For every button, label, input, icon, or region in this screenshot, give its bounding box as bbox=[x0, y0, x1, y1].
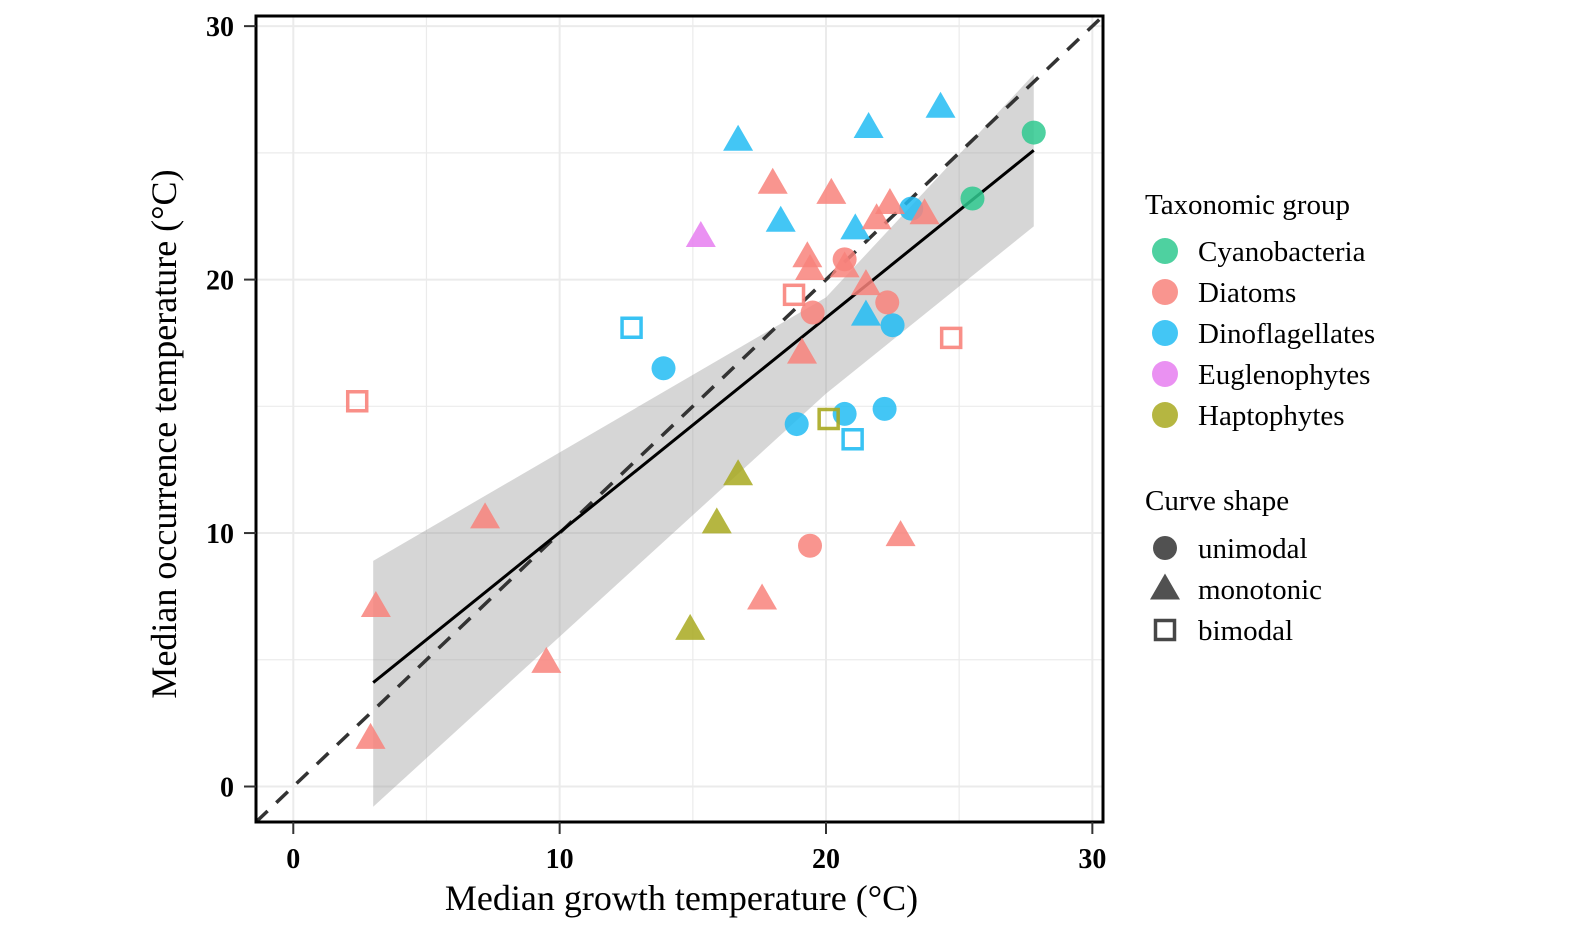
point-euglenophytes-monotonic bbox=[685, 221, 716, 248]
y-tick-label: 0 bbox=[220, 773, 234, 804]
confidence-band bbox=[373, 74, 1034, 807]
point-dinoflagellates-unimodal bbox=[872, 396, 897, 421]
legend-label-diatoms: Diatoms bbox=[1198, 277, 1296, 309]
regression-line bbox=[372, 149, 1035, 684]
point-cyanobacteria-unimodal bbox=[1021, 120, 1046, 145]
point-dinoflagellates-unimodal bbox=[880, 313, 905, 338]
point-diatoms-monotonic bbox=[792, 241, 823, 268]
x-tick-label: 20 bbox=[812, 844, 840, 875]
x-axis-title: Median growth temperature (°C) bbox=[445, 878, 918, 918]
point-diatoms-monotonic bbox=[874, 188, 905, 215]
point-dinoflagellates-monotonic bbox=[840, 213, 871, 240]
point-dinoflagellates-monotonic bbox=[723, 124, 754, 151]
legend-title-curve-shape: Curve shape bbox=[1145, 485, 1289, 517]
point-diatoms-monotonic bbox=[470, 502, 501, 529]
legend-label-euglenophytes: Euglenophytes bbox=[1198, 359, 1370, 391]
point-diatoms-unimodal bbox=[832, 247, 857, 272]
point-diatoms-monotonic bbox=[861, 203, 892, 230]
point-dinoflagellates-monotonic bbox=[765, 205, 796, 232]
y-tick-label: 20 bbox=[206, 266, 234, 297]
legend-label-haptophytes: Haptophytes bbox=[1198, 400, 1345, 432]
legend-key-monotonic bbox=[1150, 573, 1180, 600]
point-diatoms-monotonic bbox=[795, 253, 826, 280]
x-tick-label: 0 bbox=[286, 844, 300, 875]
y-tick-label: 30 bbox=[206, 12, 234, 43]
point-diatoms-bimodal bbox=[939, 326, 963, 350]
point-haptophytes-monotonic bbox=[675, 613, 706, 640]
point-diatoms-bimodal bbox=[345, 390, 369, 413]
point-diatoms-unimodal bbox=[875, 290, 900, 315]
legend-key-cyanobacteria bbox=[1152, 238, 1178, 264]
y-axis-title: Median occurrence temperature (°C) bbox=[144, 169, 184, 698]
point-diatoms-monotonic bbox=[850, 269, 881, 296]
legend-label-unimodal: unimodal bbox=[1198, 533, 1308, 565]
axis-ticks: 0 10 20 30 0 10 20 30 bbox=[206, 12, 1106, 875]
point-diatoms-unimodal bbox=[798, 533, 823, 558]
confidence-band-layer bbox=[373, 74, 1034, 807]
grid bbox=[256, 16, 1103, 822]
point-dinoflagellates-bimodal bbox=[841, 428, 864, 451]
legend-key-bimodal bbox=[1153, 618, 1177, 642]
legend-key-unimodal bbox=[1153, 536, 1177, 560]
point-diatoms-monotonic bbox=[531, 646, 562, 673]
legend-key-diatoms bbox=[1152, 279, 1178, 305]
points-layer bbox=[345, 91, 1046, 749]
legend-key-dinoflagellates bbox=[1152, 320, 1178, 346]
legend-key-euglenophytes bbox=[1152, 361, 1178, 387]
legend-label-cyanobacteria: Cyanobacteria bbox=[1198, 236, 1366, 268]
point-diatoms-monotonic bbox=[909, 198, 940, 225]
point-diatoms-unimodal bbox=[800, 300, 825, 325]
point-diatoms-monotonic bbox=[885, 520, 916, 547]
legend-key-haptophytes bbox=[1152, 402, 1178, 428]
point-dinoflagellates-monotonic bbox=[925, 91, 956, 118]
point-dinoflagellates-unimodal bbox=[832, 401, 857, 426]
legend-label-monotonic: monotonic bbox=[1198, 574, 1322, 606]
x-tick-label: 30 bbox=[1078, 844, 1106, 875]
plot-panel-border bbox=[254, 14, 1105, 824]
point-diatoms-monotonic bbox=[816, 177, 847, 204]
point-cyanobacteria-unimodal bbox=[960, 186, 985, 211]
legend-label-dinoflagellates: Dinoflagellates bbox=[1198, 318, 1375, 350]
point-diatoms-monotonic bbox=[787, 337, 818, 364]
point-diatoms-monotonic bbox=[360, 591, 391, 618]
point-diatoms-monotonic bbox=[757, 167, 788, 194]
legend-title-taxonomic-group: Taxonomic group bbox=[1145, 189, 1350, 221]
point-diatoms-monotonic bbox=[747, 583, 778, 610]
point-dinoflagellates-bimodal bbox=[620, 316, 643, 340]
x-tick-label: 10 bbox=[546, 844, 574, 875]
point-dinoflagellates-unimodal bbox=[784, 412, 809, 437]
regression-line-layer bbox=[372, 149, 1035, 684]
point-haptophytes-monotonic bbox=[723, 459, 754, 486]
point-diatoms-bimodal bbox=[782, 283, 806, 307]
point-dinoflagellates-monotonic bbox=[853, 112, 884, 139]
point-dinoflagellates-unimodal bbox=[651, 356, 676, 381]
legend-label-bimodal: bimodal bbox=[1198, 615, 1293, 647]
point-dinoflagellates-monotonic bbox=[850, 299, 881, 326]
legend: Taxonomic group Cyanobacteria Diatoms Dino… bbox=[1145, 189, 1375, 647]
point-haptophytes-monotonic bbox=[701, 507, 732, 534]
point-diatoms-monotonic bbox=[355, 722, 386, 749]
point-haptophytes-bimodal bbox=[817, 407, 840, 431]
y-tick-label: 10 bbox=[206, 519, 234, 550]
